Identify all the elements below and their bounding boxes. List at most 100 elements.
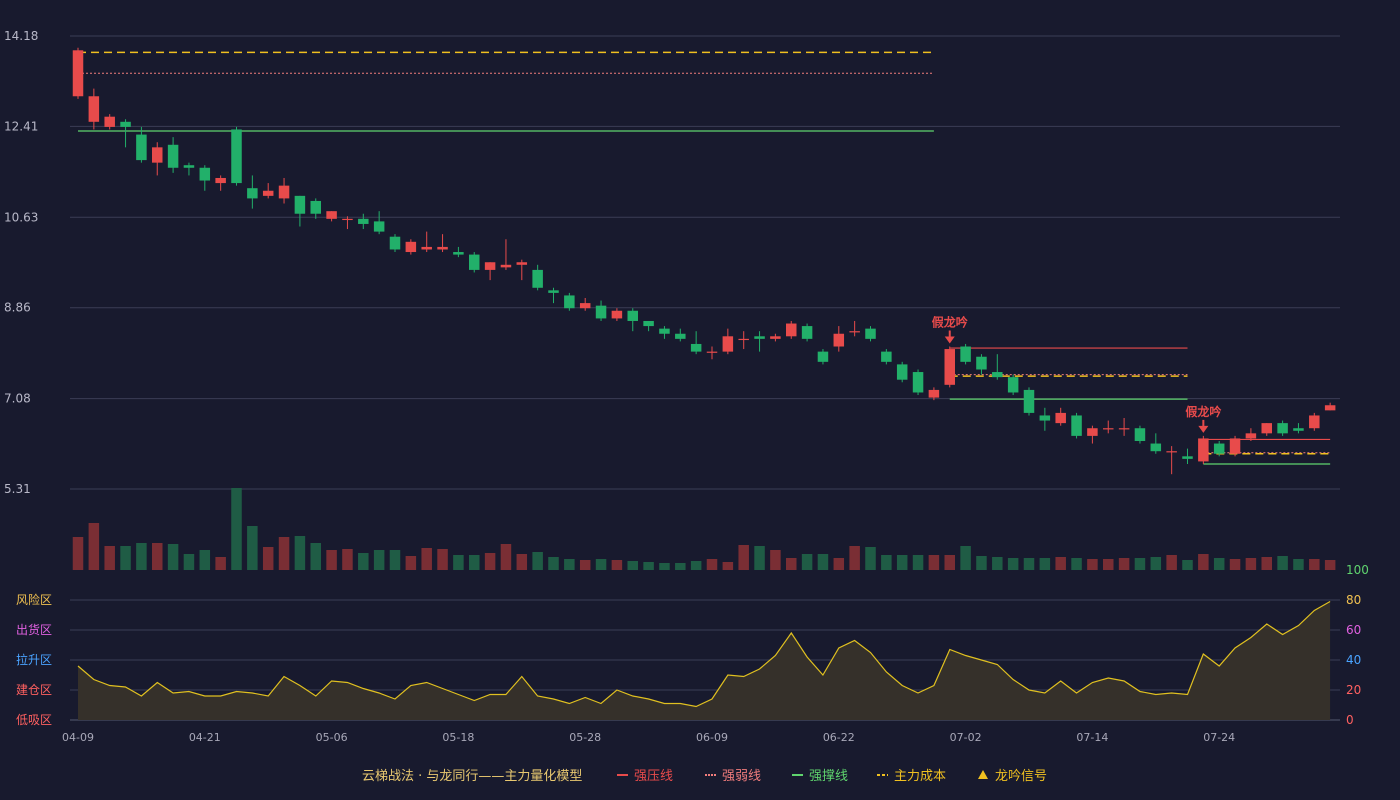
candle-body: [1134, 428, 1146, 441]
candle-body: [786, 323, 797, 337]
candle-body: [484, 262, 496, 270]
candle-body: [881, 351, 892, 362]
volume-bar: [231, 488, 242, 570]
volume-bar: [1087, 559, 1098, 570]
date-tick-label: 05-06: [316, 731, 348, 744]
volume-bar: [358, 553, 369, 570]
volume-bar: [152, 543, 163, 570]
volume-bar: [136, 543, 147, 570]
candle-body: [928, 389, 940, 398]
signal-arrow-head: [1198, 425, 1209, 433]
candle-body: [1261, 423, 1272, 434]
volume-bar: [865, 547, 876, 570]
candle-body: [659, 328, 670, 334]
date-tick-label: 05-28: [569, 731, 601, 744]
volume-bar: [1166, 555, 1177, 570]
candle-body: [389, 236, 401, 250]
volume-bar: [484, 553, 496, 570]
legend-label: 强弱线: [722, 769, 761, 784]
volume-bar: [88, 523, 100, 570]
price-tick-label: 5.31: [4, 482, 31, 496]
candle-body: [579, 303, 591, 309]
volume-bar: [516, 554, 528, 570]
volume-bar: [881, 555, 892, 570]
candle-body: [1166, 451, 1177, 453]
zone-label: 风险区: [16, 592, 52, 607]
volume-bar: [1229, 559, 1241, 570]
volume-bar: [1182, 560, 1193, 570]
volume-bar: [1118, 558, 1130, 570]
volume-bar: [1261, 557, 1272, 570]
candle-body: [358, 218, 369, 224]
price-tick-label: 14.18: [4, 29, 38, 43]
volume-bar: [1309, 559, 1320, 570]
candle-body: [167, 144, 179, 168]
volume-bar: [754, 546, 765, 570]
candlesticks: [72, 47, 1336, 475]
volume-bar: [1134, 558, 1146, 570]
volume-bar: [183, 554, 195, 570]
volume-bar: [627, 561, 638, 570]
volume-bar: [1039, 558, 1051, 570]
candle-body: [326, 211, 337, 219]
candle-body: [342, 218, 353, 221]
candle-body: [548, 290, 559, 293]
osc-tick-label: 60: [1346, 623, 1361, 637]
candle-body: [421, 246, 432, 250]
candle-body: [817, 351, 829, 362]
candle-body: [1213, 443, 1225, 454]
volume-bar: [579, 560, 591, 570]
legend-label: 强压线: [634, 769, 673, 784]
candle-body: [1324, 405, 1336, 411]
candle-body: [373, 221, 385, 232]
candle-body: [754, 336, 765, 339]
candle-body: [770, 336, 781, 339]
candle-body: [564, 295, 575, 309]
candle-body: [1039, 415, 1051, 421]
date-tick-label: 04-09: [62, 731, 94, 744]
signal-label: 假龙吟: [1185, 404, 1221, 419]
candle-body: [912, 372, 924, 393]
volume-bar: [262, 547, 274, 570]
volume-bar: [1150, 557, 1162, 570]
volume-bar: [611, 560, 623, 570]
candle-body: [1055, 412, 1066, 424]
candle-body: [738, 338, 749, 341]
zone-label: 出货区: [16, 622, 52, 637]
osc-tick-label: 20: [1346, 683, 1361, 697]
volume-bar: [437, 549, 448, 570]
volume-bar: [548, 557, 559, 570]
date-tick-label: 06-22: [823, 731, 855, 744]
candle-body: [516, 262, 528, 265]
zone-label: 低吸区: [16, 713, 52, 727]
volume-bar: [992, 557, 1003, 570]
candle-body: [1182, 456, 1193, 459]
volume-bar: [326, 550, 337, 570]
osc-tick-label: 0: [1346, 713, 1354, 727]
candle-body: [611, 310, 623, 319]
volume-bar: [453, 555, 464, 570]
candle-body: [675, 333, 686, 339]
volume-bar: [690, 561, 702, 570]
volume-bar: [801, 554, 813, 570]
volume-bar: [72, 537, 84, 570]
signal-label: 假龙吟: [932, 315, 968, 330]
date-tick-label: 07-24: [1203, 731, 1235, 744]
candle-body: [247, 188, 258, 199]
candle-body: [690, 343, 702, 352]
candle-body: [1118, 428, 1130, 430]
candle-body: [453, 252, 464, 255]
osc-tick-label: 100: [1346, 563, 1369, 577]
signal-arrow-head: [944, 336, 955, 344]
candle-body: [1071, 415, 1082, 436]
volume-bar: [469, 555, 480, 570]
candle-body: [294, 195, 306, 214]
candle-body: [104, 116, 115, 127]
volume-bar: [944, 555, 955, 570]
candle-body: [722, 336, 734, 352]
volume-bar: [849, 546, 860, 570]
volume-bar: [960, 546, 971, 570]
candle-body: [627, 310, 638, 321]
legend-label: 强撑线: [809, 769, 848, 784]
